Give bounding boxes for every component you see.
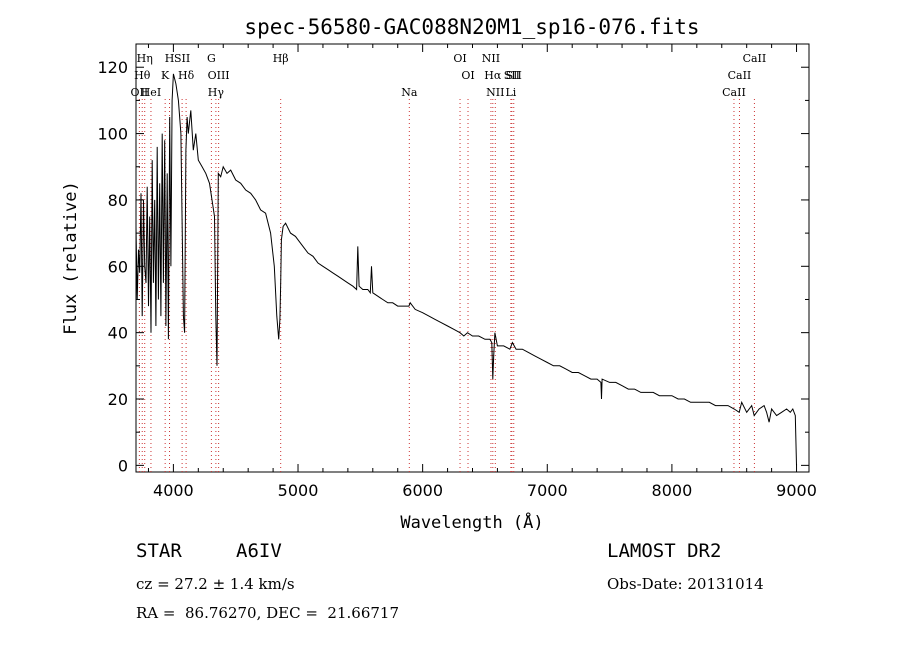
y-tick-label: 80 bbox=[108, 191, 128, 210]
line-marker-label: G bbox=[207, 52, 216, 65]
line-marker-label: Hα bbox=[484, 69, 502, 82]
line-marker-label: Hγ bbox=[208, 86, 225, 99]
x-tick-label: 9000 bbox=[776, 481, 817, 500]
line-marker-label: Hθ bbox=[134, 69, 151, 82]
line-marker-label: SII bbox=[506, 69, 522, 82]
line-marker-label: OIII bbox=[208, 69, 230, 82]
y-tick-label: 40 bbox=[108, 324, 128, 343]
line-marker-label: Hη bbox=[137, 52, 153, 65]
line-marker-label: K bbox=[161, 69, 170, 82]
line-marker-label: SII bbox=[504, 69, 520, 82]
spectrum-line bbox=[135, 73, 797, 466]
survey-name: LAMOST DR2 bbox=[607, 540, 722, 562]
line-marker-label: OI bbox=[453, 52, 466, 65]
object-subclass: A6IV bbox=[236, 540, 282, 562]
line-marker-label: CaII bbox=[722, 86, 746, 99]
x-tick-label: 4000 bbox=[153, 481, 194, 500]
plot-frame bbox=[135, 43, 810, 473]
coordinates: RA = 86.76270, DEC = 21.66717 bbox=[136, 604, 400, 622]
line-marker-label: HeI bbox=[141, 86, 161, 99]
x-tick-label: 6000 bbox=[402, 481, 443, 500]
x-tick-label: 5000 bbox=[278, 481, 319, 500]
line-marker-label: Hδ bbox=[178, 69, 195, 82]
line-marker-label: NII bbox=[482, 52, 500, 65]
line-marker-label: Na bbox=[401, 86, 418, 99]
y-axis: 0 20 40 60 80 100 120 bbox=[97, 58, 809, 475]
line-marker-label: NII bbox=[486, 86, 504, 99]
object-class: STAR bbox=[136, 540, 182, 562]
y-tick-label: 60 bbox=[108, 257, 128, 276]
y-tick-label: 0 bbox=[118, 456, 128, 475]
x-tick-label: 7000 bbox=[527, 481, 568, 500]
line-marker-label: CaII bbox=[743, 52, 767, 65]
x-axis: 4000 5000 6000 7000 8000 9000 bbox=[147, 44, 817, 500]
y-axis-label: Flux (relative) bbox=[61, 181, 81, 335]
y-tick-label: 20 bbox=[108, 390, 128, 409]
x-tick-label: 8000 bbox=[652, 481, 693, 500]
line-marker-label: Li bbox=[505, 86, 516, 99]
redshift-value: cz = 27.2 ± 1.4 km/s bbox=[136, 575, 295, 593]
line-marker-label: CaII bbox=[728, 69, 752, 82]
line-marker-label: Hβ bbox=[273, 52, 289, 65]
line-marker-label: H bbox=[165, 52, 175, 65]
line-marker-label: OII bbox=[131, 86, 149, 99]
chart-title: spec-56580-GAC088N20M1_sp16-076.fits bbox=[244, 15, 699, 39]
line-marker-label: OI bbox=[461, 69, 474, 82]
y-tick-label: 120 bbox=[97, 58, 128, 77]
obs-date: Obs-Date: 20131014 bbox=[607, 575, 764, 593]
x-axis-label: Wavelength (Å) bbox=[400, 511, 543, 533]
line-marker-label: SII bbox=[174, 52, 190, 65]
y-tick-label: 100 bbox=[97, 125, 128, 144]
